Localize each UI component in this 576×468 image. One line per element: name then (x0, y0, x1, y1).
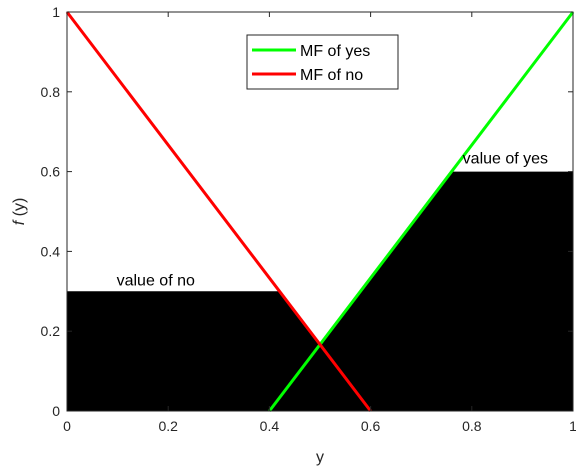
y-tick-label: 0.6 (41, 164, 61, 180)
legend-label-mf-of-no: MF of no (300, 67, 363, 84)
y-axis-label-italic: f (11, 219, 28, 225)
y-axis-label-rest: (y) (11, 198, 28, 221)
axes (66, 11, 574, 412)
legend-label-mf-of-yes: MF of yes (300, 43, 370, 60)
y-tick-label: 0.2 (41, 323, 61, 339)
y-axis-label: f (y) (11, 198, 28, 226)
y-tick-label: 0.4 (41, 243, 61, 259)
y-tick-label: 0.8 (41, 84, 61, 100)
plot-area (65, 11, 575, 412)
x-tick-label: 0 (63, 418, 71, 434)
axes-box (66, 11, 574, 412)
x-tick-label: 0.2 (158, 418, 178, 434)
x-axis-label: y (316, 449, 324, 466)
series-line-mf-of-no (65, 11, 372, 412)
x-tick-label: 1 (569, 418, 576, 434)
x-tick-label: 0.6 (361, 418, 381, 434)
annotation-value-of-yes: value of yes (463, 151, 548, 168)
x-tick-label: 0.8 (462, 418, 482, 434)
y-tick-label: 1 (52, 4, 60, 20)
x-tick-label: 0.4 (260, 418, 280, 434)
legend: MF of yes MF of no (246, 34, 399, 90)
annotation-value-of-no: value of no (117, 272, 195, 289)
y-tick-label: 0 (52, 403, 60, 419)
tick-labels: 0 0.2 0.4 0.6 0.8 1 0 0.2 0.4 0.6 0.8 1 (41, 4, 576, 434)
filled-region-aggregate (67, 171, 573, 411)
legend-box (246, 34, 399, 90)
